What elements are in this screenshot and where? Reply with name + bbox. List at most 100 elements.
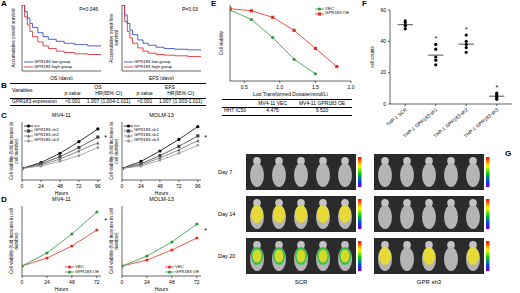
html-text:D: D: [1, 195, 7, 204]
html-text:OS: OS: [94, 83, 102, 90]
svg-text:*: *: [465, 26, 468, 33]
svg-text:72: 72: [76, 183, 82, 189]
html-text:GPR183-sh1: GPR183-sh1: [34, 127, 59, 133]
html-text:Cell viability (fold increase: Cell viability (fold increase in cell nu…: [109, 207, 119, 275]
svg-text:2.0: 2.0: [348, 84, 355, 90]
html-text:p value: p value: [64, 90, 81, 97]
html-text:VEC: VEC: [325, 5, 334, 11]
html-text:G: G: [505, 149, 512, 158]
svg-text:72: 72: [176, 183, 182, 189]
svg-text:*: *: [495, 84, 498, 91]
html-text:Cell viability (fold increase: Cell viability (fold increase in cell nu…: [9, 207, 19, 275]
html-text:GPR183 high group: GPR183 high group: [134, 63, 172, 69]
html-text:GPR183-sh2: GPR183-sh2: [134, 132, 159, 138]
svg-text:48: 48: [157, 183, 163, 189]
html-text:Cell viability: Cell viability: [219, 30, 225, 56]
html-text:GPR183-sh2: GPR183-sh2: [34, 132, 59, 138]
html-text:GPR183 OE: GPR183 OE: [325, 10, 349, 16]
html-text:GPR183-sh3: GPR183-sh3: [34, 137, 59, 143]
html-text:Accumulative event-free surviv: Accumulative event-free survival: [109, 13, 119, 63]
html-text:MV4-11 GPR183 OE: MV4-11 GPR183 OE: [298, 99, 346, 106]
svg-text:0: 0: [21, 183, 24, 189]
svg-text:20: 20: [380, 69, 386, 75]
svg-text:48: 48: [69, 279, 75, 285]
html-text:GPR183 expression: GPR183 expression: [12, 98, 57, 104]
html-text:Variables: Variables: [12, 86, 33, 93]
html-text:GPR183-sh3: GPR183-sh3: [134, 137, 159, 143]
svg-text:THP-1 GPR183-sh1: THP-1 GPR183-sh1: [402, 107, 439, 139]
svg-text:THP-1 GPR183-sh3: THP-1 GPR183-sh3: [463, 107, 499, 139]
html-text:9.520: 9.520: [315, 107, 329, 114]
html-text:EFS: EFS: [165, 83, 175, 90]
svg-text:24: 24: [144, 279, 150, 285]
svg-text:1.5: 1.5: [312, 84, 319, 90]
svg-text:EFS (days): EFS (days): [149, 75, 174, 80]
html-text:P=0.03: P=0.03: [182, 6, 198, 12]
html-text:1.007 (1.003-1.011): 1.007 (1.003-1.011): [158, 98, 203, 104]
svg-text:24: 24: [44, 279, 50, 285]
svg-text:40: 40: [380, 38, 386, 44]
html-text:GPR183 OE: GPR183 OE: [175, 268, 199, 274]
svg-text:24: 24: [38, 183, 44, 189]
html-text:MOLM-13: MOLM-13: [149, 112, 174, 118]
html-text:Cell viability (fold increase: Cell viability (fold increase in cell nu…: [9, 122, 19, 180]
svg-text:THP-1 GPR183-sh2: THP-1 GPR183-sh2: [432, 107, 469, 139]
svg-text:Log Transformed Dosage(nmol/L): Log Transformed Dosage(nmol/L): [253, 91, 328, 96]
svg-text:1.0: 1.0: [276, 84, 283, 90]
html-text:GPR183-sh1: GPR183-sh1: [134, 127, 159, 133]
html-text:B: B: [1, 81, 7, 90]
svg-text:Hours: Hours: [55, 190, 69, 195]
html-text:p value: p value: [136, 90, 153, 97]
svg-text:0: 0: [21, 279, 24, 285]
svg-text:72: 72: [94, 279, 100, 285]
html-text:MV4-11 VEC: MV4-11 VEC: [258, 99, 287, 106]
svg-text:96: 96: [195, 183, 201, 189]
svg-text:*: *: [434, 35, 437, 42]
html-text:1.007 (1.004-1.011): 1.007 (1.004-1.011): [86, 98, 131, 104]
html-text:Accumulative overall survival: Accumulative overall survival: [11, 8, 17, 68]
svg-text:0: 0: [121, 183, 124, 189]
html-text:MOLM-13: MOLM-13: [149, 196, 174, 202]
html-text:MV4-11: MV4-11: [52, 196, 71, 202]
html-text:scr: scr: [34, 122, 40, 128]
svg-text:72: 72: [194, 279, 200, 285]
html-text:4.475: 4.475: [266, 107, 279, 114]
html-text:GPR183 low group: GPR183 low group: [34, 58, 71, 64]
svg-text:96: 96: [95, 183, 101, 189]
html-text:cell counts: cell counts: [370, 46, 376, 68]
svg-text:Day 7: Day 7: [218, 169, 232, 175]
svg-text:48: 48: [57, 183, 63, 189]
html-text:<0.001: <0.001: [136, 98, 153, 104]
svg-text:Hours: Hours: [155, 286, 169, 291]
html-text:P=0.046: P=0.046: [79, 6, 98, 12]
html-text:VEC: VEC: [75, 263, 84, 269]
html-text:HR(95% CI): HR(95% CI): [167, 90, 195, 97]
html-text:GPR183 low group: GPR183 low group: [134, 58, 171, 64]
svg-text:Hours: Hours: [155, 190, 169, 195]
svg-text:SCR: SCR: [295, 279, 308, 285]
html-text:GPR183 OE: GPR183 OE: [75, 268, 99, 274]
svg-text:THP-1 SCR: THP-1 SCR: [385, 107, 408, 127]
svg-text:OS (days): OS (days): [50, 75, 73, 80]
html-text:GPR183 high group: GPR183 high group: [34, 63, 72, 69]
svg-text:24: 24: [138, 183, 144, 189]
svg-text:GPR sh3: GPR sh3: [417, 279, 442, 285]
svg-text:0: 0: [383, 101, 386, 107]
html-text:E: E: [211, 0, 217, 8]
html-text:A: A: [1, 0, 7, 8]
html-text:scr: scr: [134, 122, 140, 128]
html-text:<0.001: <0.001: [64, 98, 81, 104]
svg-text:48: 48: [169, 279, 175, 285]
svg-text:Day 20: Day 20: [218, 253, 235, 259]
svg-text:60: 60: [380, 7, 386, 13]
svg-text:Hours: Hours: [55, 286, 69, 291]
svg-text:0.5: 0.5: [241, 84, 248, 90]
html-text:MV4-11: MV4-11: [52, 112, 71, 118]
html-text:Cell viability (fold increase: Cell viability (fold increase in cell nu…: [109, 122, 119, 180]
html-text:HHT IC50: HHT IC50: [224, 107, 247, 114]
html-text:HR(95% CI): HR(95% CI): [95, 90, 123, 97]
svg-text:0: 0: [121, 279, 124, 285]
html-text:C: C: [1, 111, 7, 120]
svg-text:Day 14: Day 14: [218, 211, 235, 217]
html-text:VEC: VEC: [175, 263, 184, 269]
